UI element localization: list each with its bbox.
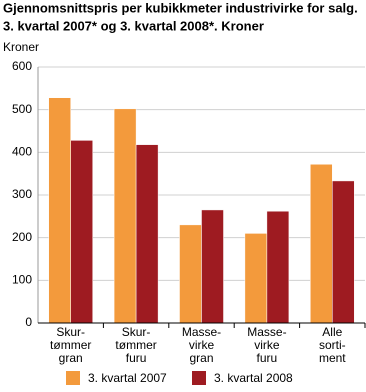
bar [179, 224, 202, 324]
bar [332, 180, 355, 324]
y-tick-label: 200 [12, 230, 32, 244]
bar [244, 233, 268, 324]
x-tick-label: gran [189, 351, 213, 365]
bar [70, 140, 93, 324]
bar [201, 209, 224, 324]
chart-title: Gjennomsnittspris per kubikkmeter indust… [3, 0, 358, 15]
bar [113, 108, 137, 324]
x-tick-label: tømmer [50, 338, 91, 352]
legend-label: 3. kvartal 2007 [88, 371, 167, 385]
x-tick-label: sorti- [319, 338, 346, 352]
y-tick-label: 300 [12, 187, 32, 201]
x-tick-label: virke [189, 338, 215, 352]
legend-swatch [66, 371, 80, 385]
x-tick-label: furu [126, 351, 147, 365]
chart-title: 3. kvartal 2007* og 3. kvartal 2008*. Kr… [3, 18, 264, 33]
y-axis-label: Kroner [3, 40, 39, 54]
y-tick-label: 500 [12, 102, 32, 116]
x-tick-label: Skur- [122, 325, 151, 339]
x-tick-label: tømmer [115, 338, 156, 352]
x-tick-label: Masse- [182, 325, 221, 339]
bar [310, 164, 333, 324]
bar [135, 144, 159, 324]
x-tick-label: ment [319, 351, 346, 365]
x-tick-label: furu [257, 351, 278, 365]
x-tick-label: gran [59, 351, 83, 365]
y-tick-label: 400 [12, 145, 32, 159]
legend-swatch [192, 371, 206, 385]
x-tick-label: Skur- [56, 325, 85, 339]
y-tick-label: 600 [12, 59, 32, 73]
bar [266, 210, 290, 324]
bar [48, 97, 71, 324]
x-tick-label: virke [254, 338, 280, 352]
x-tick-label: Masse- [247, 325, 286, 339]
y-tick-label: 0 [25, 315, 32, 329]
x-tick-label: Alle [322, 325, 342, 339]
y-tick-label: 100 [12, 273, 32, 287]
legend-label: 3. kvartal 2008 [214, 371, 293, 385]
